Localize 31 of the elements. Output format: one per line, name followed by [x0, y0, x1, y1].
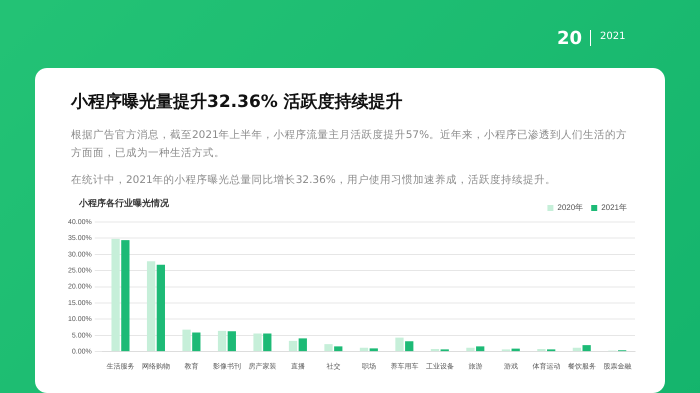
- bar: [146, 261, 156, 352]
- chart-subtitle: 小程序各行业曝光情况: [79, 197, 169, 210]
- bar: [370, 348, 378, 352]
- bar: [324, 344, 333, 352]
- bar: [192, 332, 200, 352]
- bar: [228, 331, 236, 352]
- text: 20: [556, 28, 582, 49]
- chart-title: 小程序曝光量提升32.36% 活跃度持续提升: [71, 91, 403, 113]
- bar: [405, 341, 414, 352]
- bar: [360, 348, 368, 352]
- bar: [111, 238, 120, 352]
- text: 2021: [600, 31, 626, 42]
- bar: [476, 346, 484, 352]
- bar: [572, 348, 582, 352]
- bar: [466, 348, 475, 352]
- bar: [182, 330, 191, 352]
- legend-label: 2020年: [557, 203, 584, 212]
- bar: [582, 345, 591, 352]
- bar: [156, 264, 165, 352]
- bar: [334, 346, 342, 352]
- bar: [288, 340, 298, 352]
- bar: [512, 348, 520, 352]
- bar: [253, 333, 262, 352]
- bar: [121, 240, 130, 352]
- bar: [298, 338, 307, 352]
- text: 在统计中，2021年的小程序曝光总量同比增长32.36%，用户使用习惯加速养成，活跃度持续提升。: [71, 173, 557, 188]
- text: 根据广告官方消息，截至2021年上半年，小程序流量主月活跃度提升57%。近年来，小程序已渗透到人们生活的方方面面，已成为一种生活方式。: [71, 128, 628, 161]
- bar: [395, 338, 404, 352]
- legend-label: 2021年: [601, 203, 627, 212]
- bar: [218, 330, 226, 352]
- bar: [263, 333, 272, 352]
